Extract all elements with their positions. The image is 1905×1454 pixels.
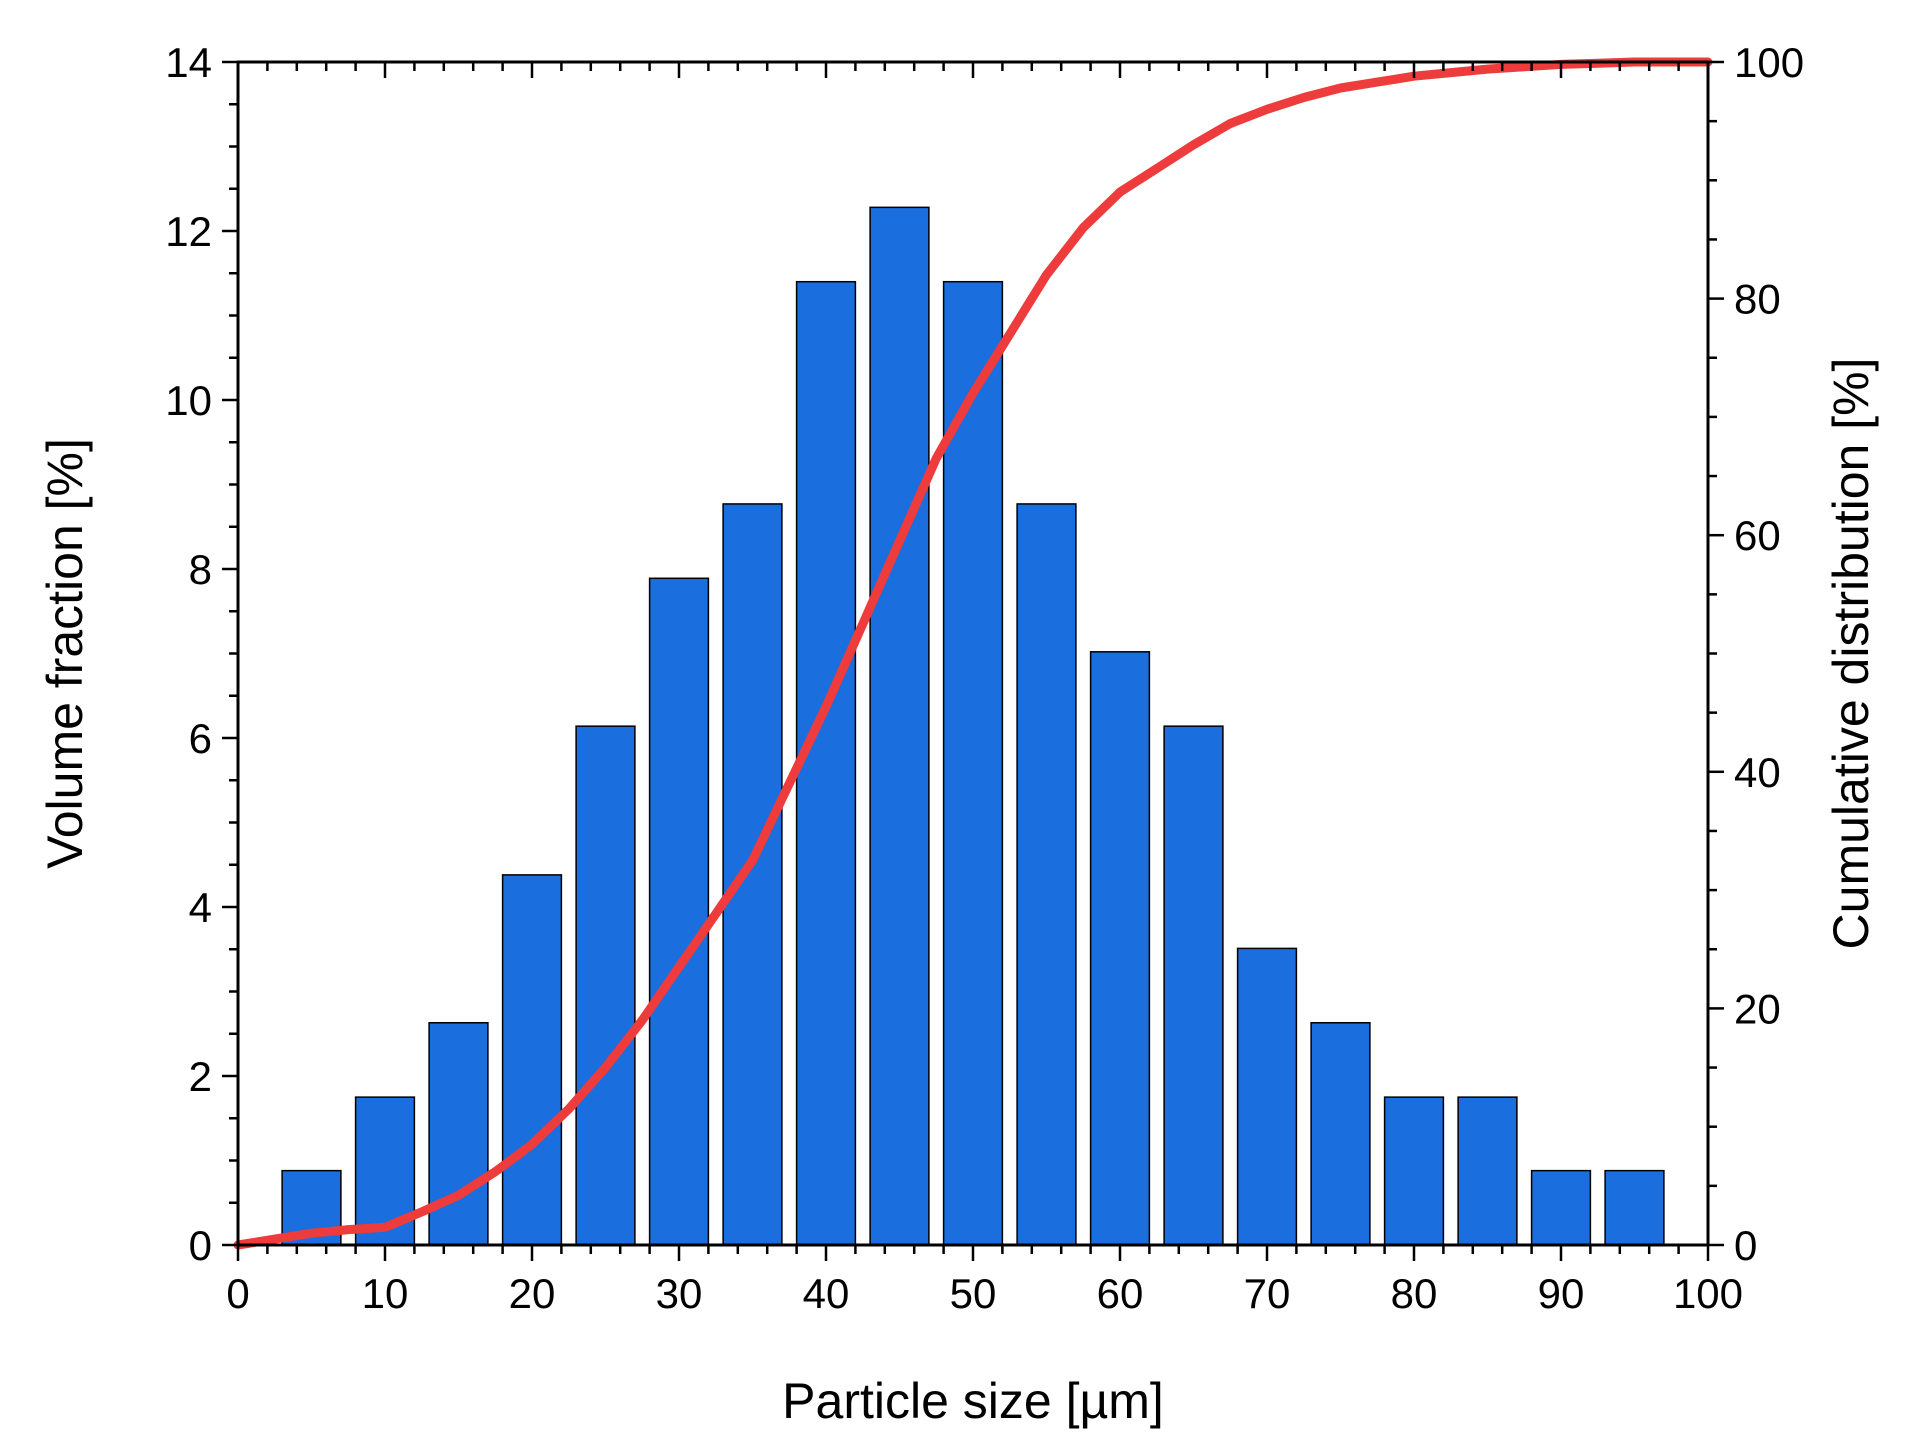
x-tick-label: 30 — [656, 1270, 703, 1317]
x-axis-title: Particle size [µm] — [782, 1373, 1164, 1429]
x-tick-label: 0 — [226, 1270, 249, 1317]
y2-tick-label: 80 — [1734, 276, 1781, 323]
y-tick-label: 10 — [165, 377, 212, 424]
tick-labels-layer: 0 10 20 30 40 50 60 70 80 90 100024681012140204060… — [165, 39, 1804, 1317]
bar — [1310, 1022, 1371, 1246]
y-tick-label: 14 — [165, 39, 212, 86]
x-tick-label: 70 — [1244, 1270, 1291, 1317]
y-tick-label: 0 — [189, 1222, 212, 1269]
x-tick-label: 20 — [509, 1270, 556, 1317]
y-axis-title: Volume fraction [%] — [37, 438, 93, 869]
bar — [575, 725, 636, 1246]
bar — [428, 1022, 489, 1246]
y-tick-label: 8 — [189, 546, 212, 593]
cumulative-line — [233, 57, 1713, 1250]
cumulative-line-layer — [233, 57, 1713, 1250]
bar — [869, 206, 930, 1246]
bar — [1604, 1169, 1665, 1246]
y-tick-label: 6 — [189, 715, 212, 762]
y-tick-label: 2 — [189, 1053, 212, 1100]
bar — [1236, 947, 1298, 1246]
bar — [1530, 1169, 1592, 1246]
x-tick-label: 60 — [1097, 1270, 1144, 1317]
bars-layer — [281, 206, 1665, 1246]
y-tick-label: 12 — [165, 208, 212, 255]
y-tick-label: 4 — [189, 884, 212, 931]
y2-axis-title: Cumulative distribution [%] — [1823, 358, 1879, 950]
y2-tick-label: 20 — [1734, 985, 1781, 1032]
y2-tick-label: 100 — [1734, 39, 1804, 86]
bar — [648, 577, 710, 1246]
x-tick-label: 80 — [1391, 1270, 1438, 1317]
bar — [1089, 651, 1151, 1246]
bar — [1163, 725, 1224, 1246]
bar — [722, 503, 783, 1246]
x-tick-label: 10 — [362, 1270, 409, 1317]
y2-tick-label: 40 — [1734, 749, 1781, 796]
bar — [795, 280, 857, 1246]
bar — [501, 874, 563, 1246]
bar — [1383, 1096, 1445, 1246]
x-tick-label: 50 — [950, 1270, 997, 1317]
x-tick-label: 90 — [1538, 1270, 1585, 1317]
y2-tick-label: 0 — [1734, 1222, 1757, 1269]
plot-frame — [236, 60, 1710, 1247]
y2-tick-label: 60 — [1734, 512, 1781, 559]
bar — [942, 280, 1004, 1246]
x-tick-label: 40 — [803, 1270, 850, 1317]
bar — [1457, 1096, 1518, 1246]
x-tick-label: 100 — [1673, 1270, 1743, 1317]
bar — [1016, 503, 1077, 1246]
